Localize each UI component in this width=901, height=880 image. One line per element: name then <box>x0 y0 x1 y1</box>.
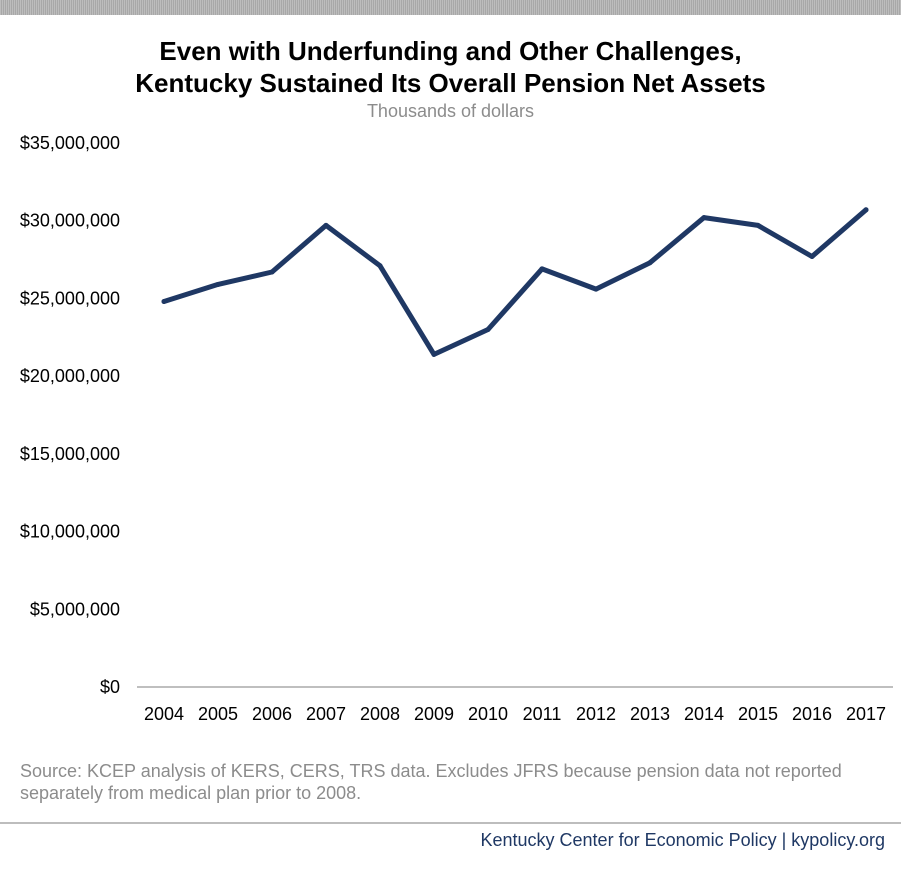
data-point <box>377 263 383 269</box>
source-note: Source: KCEP analysis of KERS, CERS, TRS… <box>20 761 842 803</box>
x-tick-label: 2012 <box>576 704 616 724</box>
chart-title-line-1: Even with Underfunding and Other Challen… <box>159 36 742 66</box>
y-tick-label: $10,000,000 <box>20 522 120 542</box>
data-point <box>539 266 545 272</box>
data-point <box>809 253 815 259</box>
x-tick-label: 2007 <box>306 704 346 724</box>
y-tick-label: $0 <box>100 677 120 697</box>
y-tick-label: $15,000,000 <box>20 444 120 464</box>
x-tick-label: 2014 <box>684 704 724 724</box>
data-point <box>323 222 329 228</box>
x-tick-label: 2010 <box>468 704 508 724</box>
data-point <box>269 269 275 275</box>
y-tick-label: $30,000,000 <box>20 211 120 231</box>
chart-title-line-2: Kentucky Sustained Its Overall Pension N… <box>135 68 766 98</box>
x-tick-label: 2008 <box>360 704 400 724</box>
data-point <box>863 207 869 213</box>
line-chart: $0 $5,000,000 $10,000,000 $15,000,000 $20,00… <box>20 133 893 724</box>
data-point <box>431 351 437 357</box>
x-tick-label: 2017 <box>846 704 886 724</box>
data-point <box>161 299 167 305</box>
series-group <box>161 207 869 357</box>
data-point <box>215 281 221 287</box>
chart-title: Even with Underfunding and Other Challen… <box>0 35 901 99</box>
data-point <box>593 286 599 292</box>
footer-credit: Kentucky Center for Economic Policy | ky… <box>480 830 886 850</box>
x-tick-label: 2013 <box>630 704 670 724</box>
y-tick-label: $25,000,000 <box>20 288 120 308</box>
x-tick-label: 2004 <box>144 704 184 724</box>
x-tick-label: 2016 <box>792 704 832 724</box>
series-line <box>161 207 869 357</box>
y-tick-label: $20,000,000 <box>20 366 120 386</box>
data-point <box>647 260 653 266</box>
x-tick-label: 2011 <box>523 704 562 724</box>
chart-subtitle: Thousands of dollars <box>366 101 535 121</box>
x-axis-tick-labels: 2004 2005 2006 2007 2008 2009 2010 2011 2012 2013… <box>144 704 886 724</box>
y-tick-label: $35,000,000 <box>20 133 120 153</box>
data-point <box>755 222 761 228</box>
top-decorative-band <box>0 0 901 15</box>
data-point <box>701 215 707 221</box>
x-tick-label: 2005 <box>198 704 238 724</box>
x-tick-label: 2006 <box>252 704 292 724</box>
x-tick-label: 2015 <box>738 704 778 724</box>
data-point <box>485 327 491 333</box>
x-tick-label: 2009 <box>414 704 454 724</box>
footer-divider <box>0 822 901 824</box>
y-tick-label: $5,000,000 <box>30 599 120 619</box>
y-axis-tick-labels: $0 $5,000,000 $10,000,000 $15,000,000 $20,00… <box>20 133 120 697</box>
